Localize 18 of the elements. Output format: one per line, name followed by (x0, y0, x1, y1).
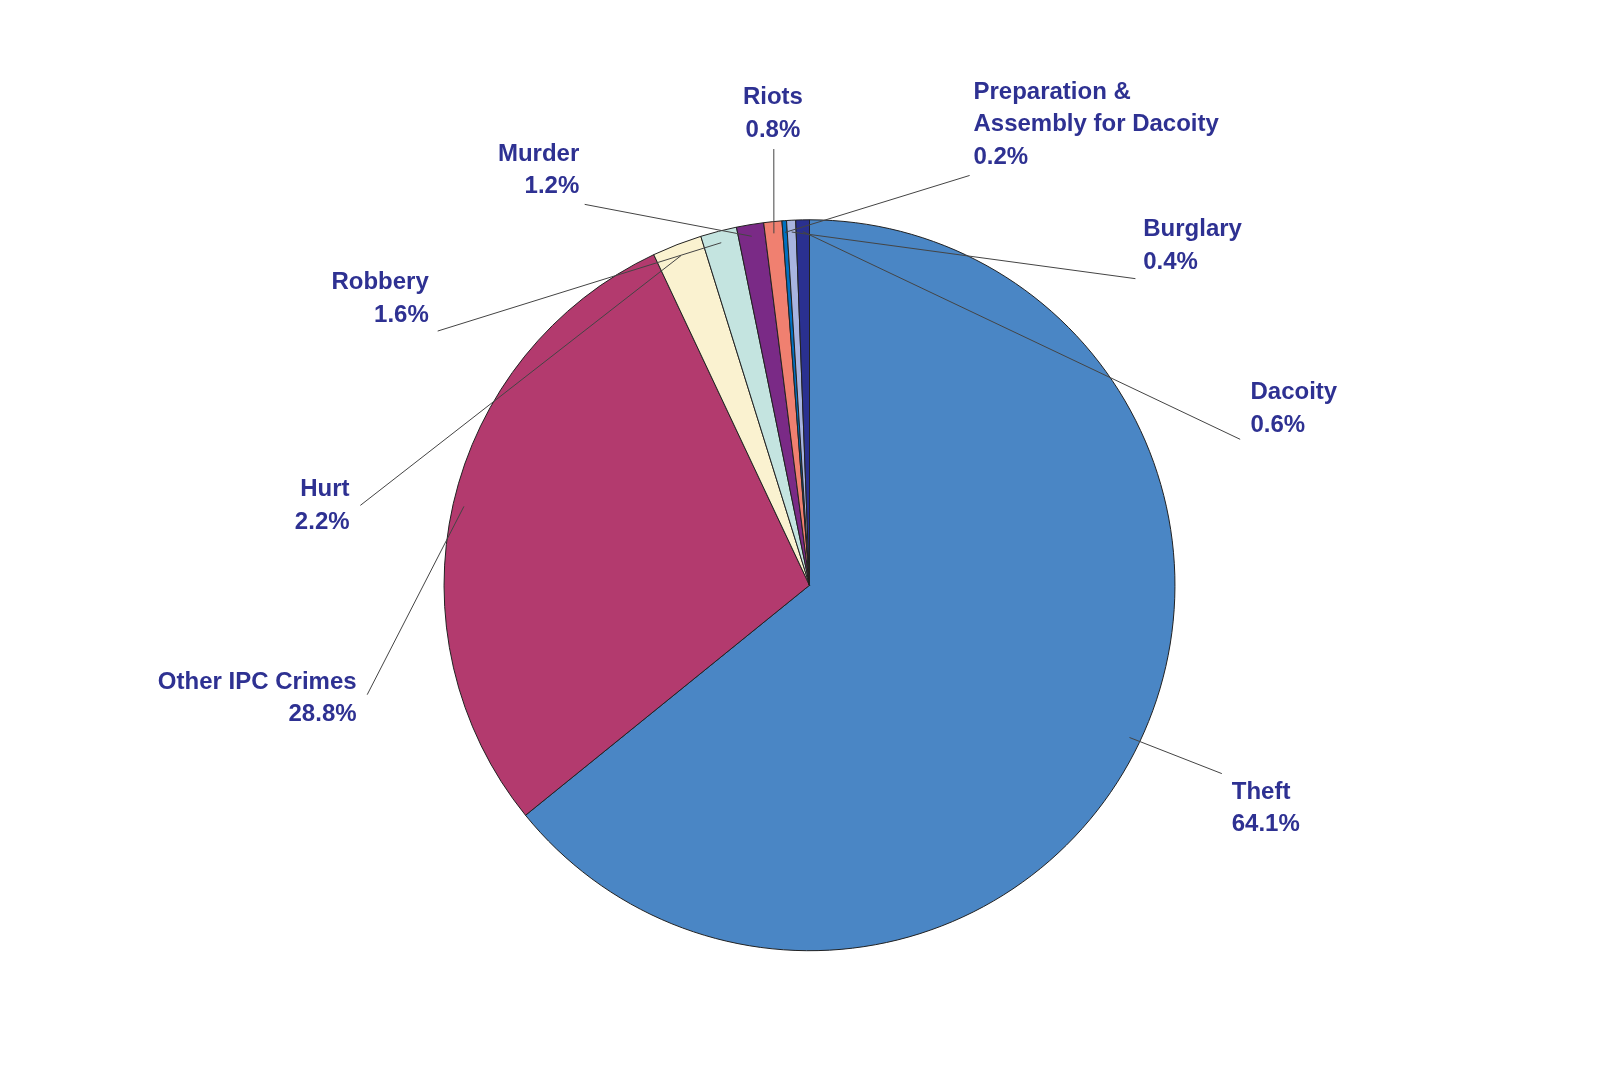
data-label: 1.6% (374, 299, 429, 327)
data-label: 0.8% (745, 114, 801, 142)
slice-label: Burglary (1143, 214, 1243, 242)
slice-label: Theft (1231, 776, 1291, 804)
slice-label: Murder (497, 138, 580, 166)
slice-label: Dacoity (1250, 377, 1338, 405)
slice-label: Other IPC Crimes (157, 666, 357, 694)
data-label: 0.2% (973, 141, 1029, 169)
data-label: 28.8% (288, 699, 357, 727)
slice-label: Riots (742, 82, 803, 110)
data-label: 2.2% (294, 506, 350, 534)
slice-label: Hurt (300, 474, 350, 502)
data-label: 1.2% (524, 171, 580, 199)
slice-label: Robbery (331, 267, 430, 295)
data-label: 64.1% (1231, 809, 1300, 837)
data-label: 0.6% (1250, 409, 1306, 437)
slice-label: Preparation & Assembly for Dacoity (973, 76, 1220, 137)
data-label: 0.4% (1143, 246, 1198, 274)
